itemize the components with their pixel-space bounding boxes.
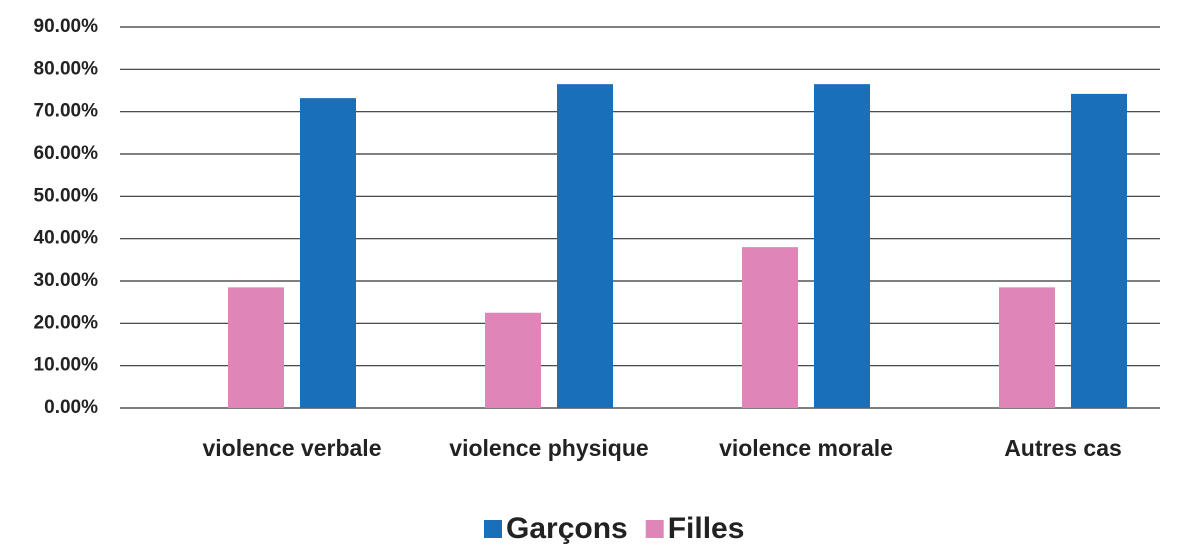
x-tick-label: violence verbale	[203, 435, 382, 461]
y-tick-label: 60.00%	[34, 143, 99, 164]
y-tick-label: 70.00%	[34, 101, 99, 122]
bar	[999, 287, 1055, 408]
x-tick-label: violence physique	[449, 435, 648, 461]
y-tick-label: 20.00%	[34, 312, 99, 333]
y-tick-label: 50.00%	[34, 185, 99, 206]
x-tick-label: violence morale	[719, 435, 893, 461]
bar	[485, 312, 541, 408]
legend-swatch	[484, 520, 502, 538]
y-tick-label: 0.00%	[44, 397, 98, 418]
bar	[228, 287, 284, 408]
y-tick-label: 80.00%	[34, 58, 99, 79]
y-tick-label: 30.00%	[34, 270, 99, 291]
legend-label: Filles	[668, 512, 745, 545]
legend-label: Garçons	[506, 512, 628, 545]
bar	[300, 98, 356, 409]
bar	[814, 84, 870, 409]
y-tick-label: 90.00%	[34, 16, 99, 37]
bar	[742, 247, 798, 408]
bar	[557, 84, 613, 409]
y-tick-label: 40.00%	[34, 228, 99, 249]
x-tick-label: Autres cas	[1004, 435, 1122, 461]
legend-swatch	[645, 520, 664, 538]
bar	[1071, 93, 1127, 409]
y-tick-label: 10.00%	[34, 355, 99, 376]
